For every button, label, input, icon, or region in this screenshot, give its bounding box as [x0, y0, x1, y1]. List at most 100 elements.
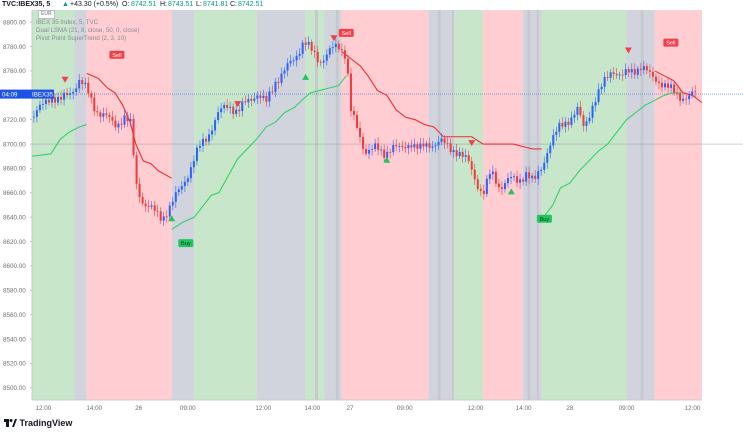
candle-body: [78, 80, 81, 89]
candle-body: [153, 205, 156, 211]
zone-stripe: [315, 10, 318, 400]
candle-body: [241, 101, 244, 112]
supertrend-up-line: [541, 92, 684, 220]
candle-body: [488, 174, 491, 179]
legend-supertrend[interactable]: Pivot Point SuperTrend (2, 3, 10): [36, 35, 127, 42]
candle-body: [657, 81, 660, 83]
candle-body: [147, 206, 150, 208]
candle-body: [455, 150, 458, 157]
candle-body: [558, 122, 561, 132]
price-tick-label: 8520.00: [3, 361, 26, 368]
candle-body: [389, 151, 392, 153]
time-tick-label: 14:00: [516, 405, 532, 412]
candle-body: [259, 95, 262, 98]
change-arrow-icon: ▲: [62, 1, 69, 8]
candle-body: [223, 104, 226, 109]
candle-body: [81, 80, 84, 85]
candle-body: [205, 138, 208, 142]
candle-body: [561, 122, 564, 127]
candle-body: [72, 91, 75, 94]
candle-body: [452, 150, 455, 153]
candle-body: [585, 121, 588, 126]
candle-body: [506, 178, 509, 184]
zone-gray: [74, 10, 87, 400]
candle-body: [313, 50, 316, 52]
change-value: +43.30 (+0.5%): [70, 1, 119, 8]
candle-body: [603, 77, 606, 87]
zone-gray: [171, 10, 195, 400]
tradingview-logo-icon[interactable]: TradingView: [4, 418, 72, 428]
candle-body: [69, 93, 72, 95]
currency-badge[interactable]: EUR: [38, 10, 55, 19]
candle-body: [673, 84, 676, 93]
candle-body: [464, 155, 467, 157]
symbol-label[interactable]: TVC:IBEX35, 5: [2, 1, 51, 8]
candle-body: [35, 110, 38, 117]
sell-label-badge: [663, 38, 679, 47]
current-time-tag: [0, 89, 30, 99]
candle-body: [670, 84, 673, 88]
candle-body: [84, 82, 87, 85]
candle-body: [630, 68, 633, 73]
candle-body: [419, 143, 422, 149]
price-tick-label: 8700.00: [3, 141, 26, 148]
candle-body: [648, 70, 651, 72]
candle-body: [150, 205, 153, 207]
candle-body: [307, 41, 310, 45]
candle-body: [552, 134, 555, 146]
candle-body: [573, 114, 576, 118]
candle-body: [621, 74, 624, 76]
candle-body: [606, 77, 609, 78]
candle-body: [355, 114, 358, 128]
candle-body: [473, 169, 476, 180]
candle-body: [633, 68, 636, 75]
candle-body: [609, 72, 612, 78]
close-value: 8742.51: [238, 1, 264, 8]
candle-body: [226, 104, 229, 108]
candle-body: [340, 49, 343, 51]
candle-body: [32, 116, 35, 118]
candle-body: [588, 117, 591, 122]
candle-body: [564, 121, 567, 127]
time-tick-label: 09:00: [619, 405, 635, 412]
candle-body: [461, 152, 464, 157]
candle-body: [256, 95, 259, 99]
open-label: O:: [122, 1, 130, 8]
price-tick-label: 8500.00: [3, 385, 26, 392]
candle-body: [162, 216, 165, 221]
candle-body: [141, 197, 144, 204]
candle-body: [217, 112, 220, 121]
time-tick-label: 27: [347, 405, 355, 412]
time-tick-label: 12:00: [35, 405, 51, 412]
close-label: C:: [230, 1, 237, 8]
candle-body: [286, 63, 289, 71]
candle-body: [434, 145, 437, 147]
candle-body: [503, 183, 506, 190]
candle-body: [277, 81, 280, 83]
candle-body: [531, 175, 534, 179]
time-tick-label: 14:00: [304, 405, 320, 412]
candle-body: [380, 149, 383, 151]
zone-red: [341, 10, 429, 400]
time-tick-label: 09:00: [397, 405, 413, 412]
buy-label-text: Buy: [540, 217, 550, 223]
legend-series-main[interactable]: IBEX 35 Index, 5, TVC: [36, 19, 99, 26]
candle-body: [446, 143, 449, 144]
candle-body: [208, 134, 211, 142]
candle-body: [639, 68, 642, 70]
time-tick-label: 09:00: [180, 405, 196, 412]
price-chart[interactable]: 8800.008780.008760.008740.008720.008700.…: [0, 0, 743, 413]
candle-body: [66, 92, 69, 95]
candle-body: [262, 95, 265, 98]
candle-body: [289, 60, 292, 64]
legend-dual-lsma[interactable]: Dual LSMA (21, 8, close, 50, 0, close): [36, 27, 140, 34]
candle-body: [93, 97, 96, 112]
candle-body: [120, 123, 123, 125]
candle-body: [117, 123, 120, 128]
candle-body: [570, 117, 573, 125]
candle-body: [377, 143, 380, 150]
candle-body: [198, 145, 201, 148]
supertrend-up-line: [31, 124, 87, 157]
candle-body: [594, 102, 597, 106]
zone-stripe: [335, 10, 339, 400]
